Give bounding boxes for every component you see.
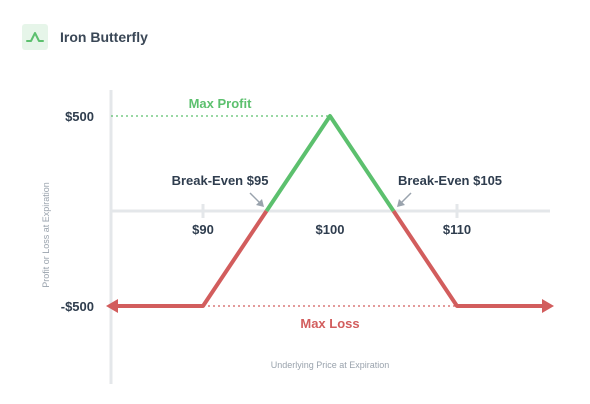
x-tick-label-100: $100 [316, 222, 345, 237]
y-tick-label-neg500: -$500 [61, 299, 94, 314]
x-tick-label-110: $110 [443, 222, 471, 237]
payoff-chart-icon [22, 24, 48, 50]
y-axis-title: Profit or Loss at Expiration [41, 182, 51, 288]
chart-title: Iron Butterfly [60, 29, 148, 45]
payoff-line-loss-left [116, 209, 269, 308]
max-loss-label: Max Loss [300, 316, 359, 331]
break-even-high-pointer-icon [397, 192, 412, 207]
payoff-line-loss-right [391, 209, 544, 308]
chart-header: Iron Butterfly [22, 24, 148, 50]
payoff-line-profit [264, 114, 396, 213]
left-arrow-icon [106, 299, 118, 313]
break-even-low-pointer-icon [249, 192, 264, 207]
right-arrow-icon [542, 299, 554, 313]
break-even-low-label: Break-Even $95 [172, 173, 269, 188]
break-even-high-label: Break-Even $105 [398, 173, 502, 188]
x-tick-label-90: $90 [192, 222, 214, 237]
max-profit-label: Max Profit [189, 96, 253, 111]
y-tick-label-500: $500 [65, 109, 94, 124]
x-axis-title: Underlying Price at Expiration [271, 360, 390, 370]
